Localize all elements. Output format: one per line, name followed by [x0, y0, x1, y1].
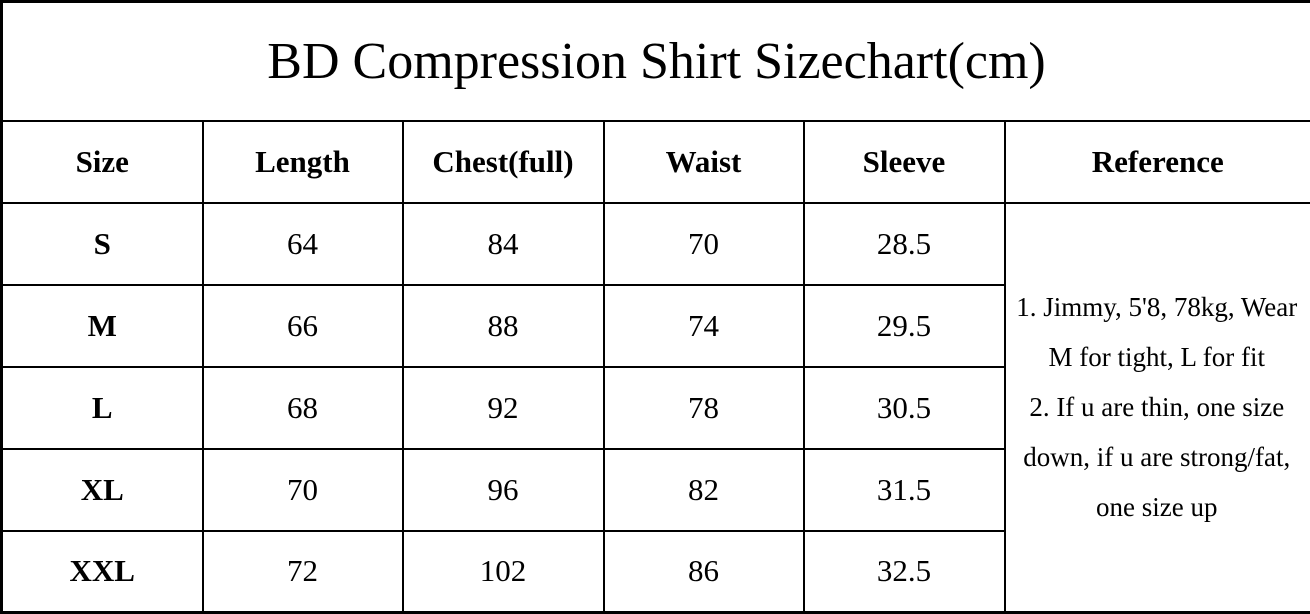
page-title: BD Compression Shirt Sizechart(cm): [2, 2, 1310, 121]
cell-sleeve: 30.5: [804, 367, 1005, 449]
cell-size: S: [2, 203, 203, 285]
cell-chest: 88: [403, 285, 604, 367]
cell-size: XL: [2, 449, 203, 531]
cell-size: L: [2, 367, 203, 449]
header-row: Size Length Chest(full) Waist Sleeve Ref…: [2, 121, 1310, 203]
cell-chest: 102: [403, 531, 604, 613]
column-header-reference: Reference: [1005, 121, 1310, 203]
cell-chest: 96: [403, 449, 604, 531]
cell-chest: 84: [403, 203, 604, 285]
cell-chest: 92: [403, 367, 604, 449]
cell-sleeve: 28.5: [804, 203, 1005, 285]
table-row-s: S 64 84 70 28.5 1. Jimmy, 5'8, 78kg, Wea…: [2, 203, 1310, 285]
cell-size: XXL: [2, 531, 203, 613]
cell-length: 72: [203, 531, 403, 613]
reference-notes-cell: 1. Jimmy, 5'8, 78kg, Wear M for tight, L…: [1005, 203, 1310, 613]
cell-waist: 78: [604, 367, 804, 449]
column-header-length: Length: [203, 121, 403, 203]
reference-note-2: 2. If u are thin, one size down, if u ar…: [1016, 382, 1299, 532]
column-header-chest: Chest(full): [403, 121, 604, 203]
cell-length: 66: [203, 285, 403, 367]
cell-sleeve: 29.5: [804, 285, 1005, 367]
title-row: BD Compression Shirt Sizechart(cm): [2, 2, 1310, 121]
reference-note-1: 1. Jimmy, 5'8, 78kg, Wear M for tight, L…: [1016, 282, 1299, 382]
cell-waist: 86: [604, 531, 804, 613]
cell-size: M: [2, 285, 203, 367]
cell-length: 64: [203, 203, 403, 285]
cell-sleeve: 31.5: [804, 449, 1005, 531]
column-header-waist: Waist: [604, 121, 804, 203]
cell-waist: 74: [604, 285, 804, 367]
cell-waist: 70: [604, 203, 804, 285]
cell-waist: 82: [604, 449, 804, 531]
cell-length: 68: [203, 367, 403, 449]
cell-length: 70: [203, 449, 403, 531]
column-header-sleeve: Sleeve: [804, 121, 1005, 203]
cell-sleeve: 32.5: [804, 531, 1005, 613]
column-header-size: Size: [2, 121, 203, 203]
